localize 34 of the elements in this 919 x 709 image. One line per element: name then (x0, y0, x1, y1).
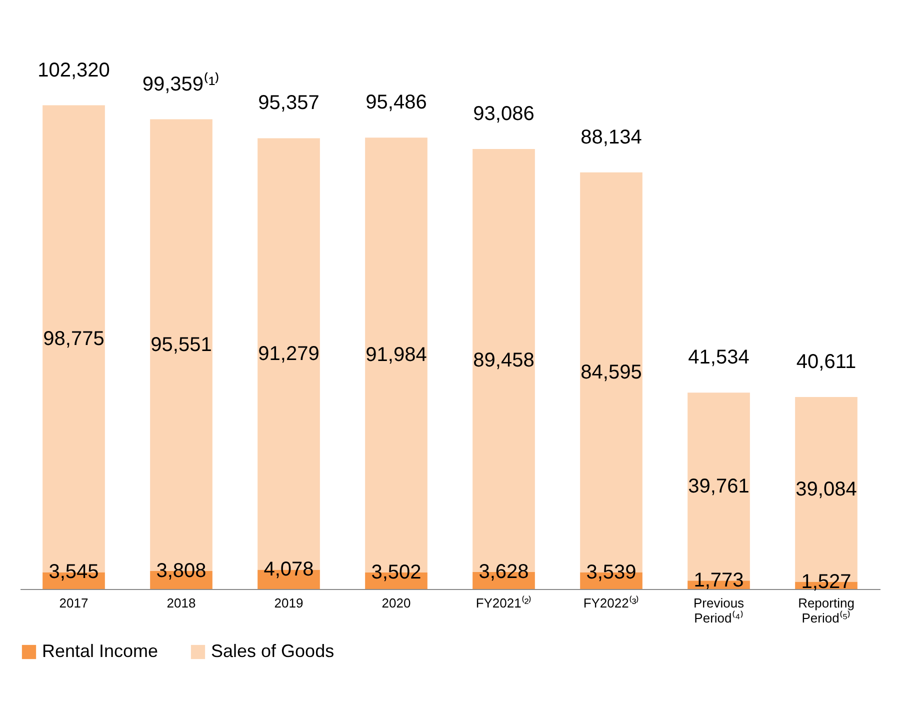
x-tick-label: FY2021⁽²⁾ (476, 596, 532, 610)
x-tick-label: FY2022⁽³⁾ (583, 596, 640, 610)
total-label: 95,357 (258, 92, 320, 114)
total-label: 102,320 (38, 59, 110, 82)
x-tick-label: Previous Period⁽⁴⁾ (693, 596, 745, 626)
data-label: 3,808 (156, 560, 206, 582)
total-label: 93,086 (473, 102, 534, 125)
total-label: 41,534 (688, 346, 750, 369)
data-label: 4,078 (264, 558, 314, 581)
legend-label: Rental Income (42, 641, 158, 661)
data-label: 3,502 (371, 561, 422, 584)
total-label: 95,486 (366, 92, 427, 114)
legend-label: Sales of Goods (211, 641, 334, 661)
total-label: 40,611 (796, 351, 856, 374)
data-label: 1,773 (694, 570, 744, 592)
x-tick-label: 2018 (166, 596, 196, 610)
data-label: 84,595 (580, 361, 642, 384)
data-label: 89,458 (473, 349, 534, 372)
data-label: 39,761 (688, 476, 750, 498)
x-tick-label: Reporting Period⁽⁵⁾ (798, 596, 854, 626)
data-label: 39,084 (796, 478, 857, 500)
data-label: 3,545 (48, 561, 99, 584)
data-label: 91,984 (366, 344, 427, 366)
x-tick-label: 2019 (274, 596, 304, 610)
data-label: 3,628 (478, 560, 529, 583)
total-label: 88,134 (580, 126, 642, 148)
x-tick-label: 2017 (59, 596, 88, 610)
x-tick-label: 2020 (382, 596, 411, 610)
data-label: 95,551 (150, 334, 212, 356)
data-label: 98,775 (43, 328, 104, 350)
data-label: 91,279 (258, 342, 320, 365)
data-label: 3,539 (586, 561, 636, 584)
data-label: 1,527 (801, 570, 852, 593)
total-label: 99,359⁽¹⁾ (142, 71, 220, 96)
